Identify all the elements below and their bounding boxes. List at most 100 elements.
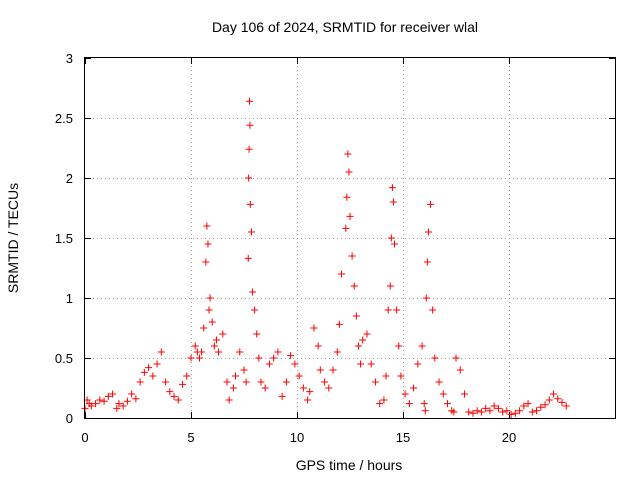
- data-point: [541, 401, 549, 409]
- data-point: [304, 396, 312, 404]
- data-point: [423, 258, 431, 266]
- data-point: [516, 407, 524, 415]
- data-point: [503, 407, 511, 415]
- data-point: [421, 407, 429, 415]
- y-tick-label: 1: [66, 291, 73, 306]
- data-point: [191, 342, 199, 350]
- data-point: [274, 348, 282, 356]
- data-point: [545, 396, 553, 404]
- data-point: [363, 330, 371, 338]
- data-point: [507, 410, 515, 418]
- data-point: [388, 184, 396, 192]
- data-point: [335, 320, 343, 328]
- data-point: [376, 400, 384, 408]
- data-point: [132, 395, 140, 403]
- data-point: [166, 388, 174, 396]
- data-point: [460, 390, 468, 398]
- y-tick-label: 3: [66, 51, 73, 66]
- data-point: [410, 384, 418, 392]
- data-point: [418, 342, 426, 350]
- data-point: [393, 306, 401, 314]
- data-point: [257, 378, 265, 386]
- data-point: [140, 368, 148, 376]
- data-point: [533, 407, 541, 415]
- data-point: [245, 145, 253, 153]
- data-point: [350, 282, 358, 290]
- data-point: [299, 384, 307, 392]
- data-point: [145, 364, 153, 372]
- x-tick-label: 20: [502, 430, 516, 445]
- data-point: [397, 372, 405, 380]
- data-point: [342, 224, 350, 232]
- y-axis-label: SRMTID / TECUs: [5, 183, 21, 293]
- data-point: [384, 306, 392, 314]
- data-point: [282, 378, 290, 386]
- x-tick-label: 10: [290, 430, 304, 445]
- data-point: [287, 352, 295, 360]
- data-point: [452, 354, 460, 362]
- data-point: [92, 400, 100, 408]
- data-point: [405, 400, 413, 408]
- data-point: [246, 121, 254, 129]
- data-point: [265, 360, 273, 368]
- data-point: [244, 254, 252, 262]
- data-point: [380, 396, 388, 404]
- data-point: [395, 342, 403, 350]
- data-point: [115, 400, 123, 408]
- data-point: [367, 360, 375, 368]
- data-point: [149, 372, 157, 380]
- data-point: [179, 380, 187, 388]
- data-point: [248, 288, 256, 296]
- data-point: [473, 407, 481, 415]
- data-point: [420, 400, 428, 408]
- y-tick-label: 2: [66, 171, 73, 186]
- data-point: [278, 392, 286, 400]
- x-tick-label: 15: [396, 430, 410, 445]
- data-point: [291, 360, 299, 368]
- data-point: [354, 342, 362, 350]
- data-point: [494, 404, 502, 412]
- axis-tick-labels: 0 0.5 1 1.5 2 2.5 3 0 5 10 15 20: [55, 51, 516, 445]
- data-point: [422, 294, 430, 302]
- data-point: [212, 336, 220, 344]
- data-point: [245, 174, 253, 182]
- data-point: [170, 392, 178, 400]
- data-point: [450, 408, 458, 416]
- data-point: [232, 372, 240, 380]
- data-point: [316, 366, 324, 374]
- data-point: [206, 294, 214, 302]
- data-point: [550, 390, 558, 398]
- data-point: [219, 330, 227, 338]
- data-point: [348, 252, 356, 260]
- y-tick-label: 2.5: [55, 111, 73, 126]
- data-point: [136, 378, 144, 386]
- data-point: [486, 407, 494, 415]
- data-point: [414, 360, 422, 368]
- data-point: [100, 397, 108, 405]
- data-point: [346, 212, 354, 220]
- data-point: [198, 348, 206, 356]
- data-point: [246, 200, 254, 208]
- data-point: [520, 402, 528, 410]
- grid-lines: [85, 58, 615, 418]
- data-point: [270, 354, 278, 362]
- data-point: [203, 222, 211, 230]
- data-point: [225, 396, 233, 404]
- data-point: [242, 378, 250, 386]
- data-point: [387, 234, 395, 242]
- data-point: [499, 408, 507, 416]
- data-point: [427, 200, 435, 208]
- data-point: [482, 404, 490, 412]
- data-point: [109, 390, 117, 398]
- data-point: [343, 193, 351, 201]
- data-point: [562, 402, 570, 410]
- data-points: [81, 97, 570, 418]
- data-point: [96, 396, 104, 404]
- data-point: [359, 336, 367, 344]
- data-point: [477, 408, 485, 416]
- data-point: [113, 404, 121, 412]
- data-point: [195, 354, 203, 362]
- data-point: [357, 360, 365, 368]
- chart-title: Day 106 of 2024, SRMTID for receiver wla…: [212, 19, 478, 35]
- x-axis-label: GPS time / hours: [296, 457, 403, 473]
